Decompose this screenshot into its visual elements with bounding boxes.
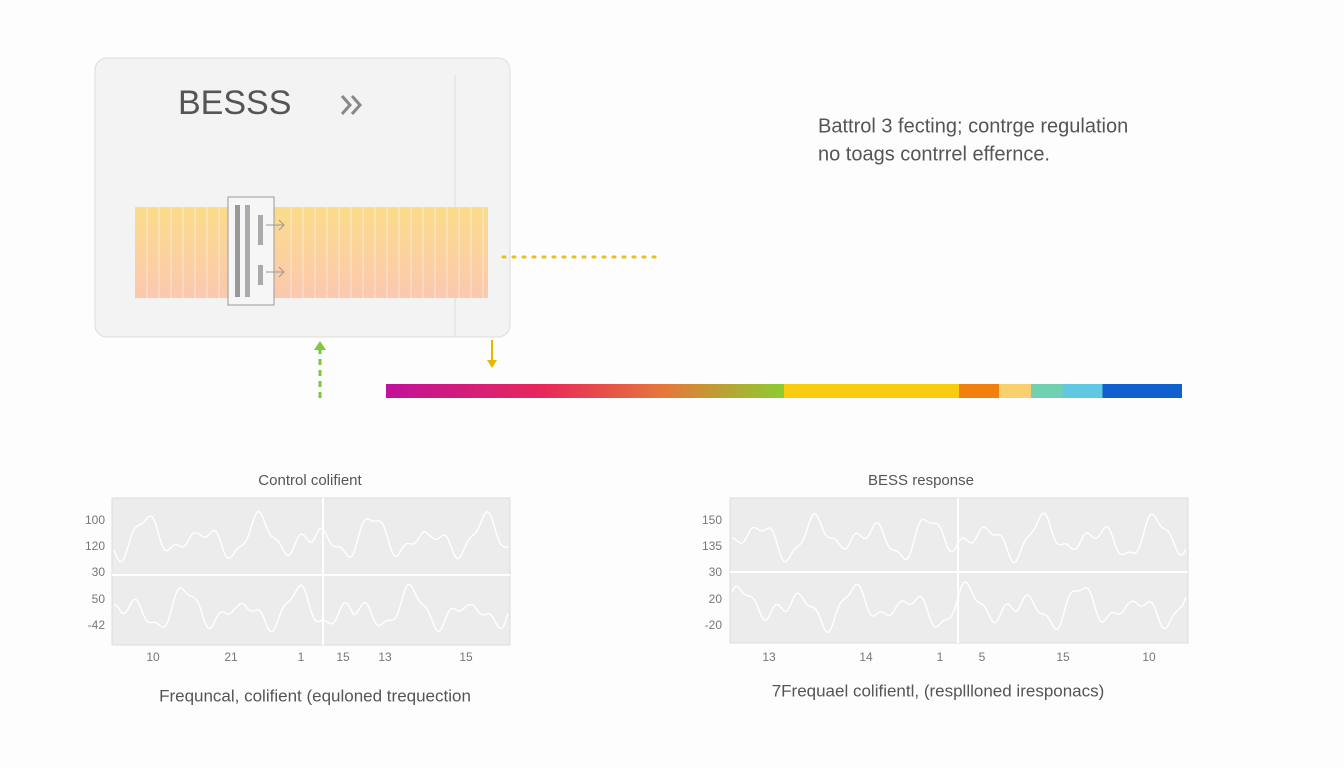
battery-strip (135, 207, 488, 298)
x-tick-label: 15 (1056, 650, 1070, 664)
x-tick-label: 15 (336, 650, 350, 664)
waveform (731, 581, 1187, 634)
chart-title: BESS response (868, 472, 974, 489)
waveform (731, 512, 1187, 564)
y-tick-label: 50 (92, 592, 106, 606)
color-bar (386, 384, 1182, 398)
x-tick-label: 21 (224, 650, 238, 664)
x-tick-label: 13 (762, 650, 776, 664)
note-line: Battrol 3 fecting; contrge regulation (818, 115, 1128, 137)
y-tick-label: 135 (702, 539, 722, 553)
converter-arrows (266, 219, 285, 278)
strip-lines (146, 207, 484, 298)
converter-bar (235, 205, 240, 297)
y-tick-label: 30 (709, 565, 723, 579)
panel-title: BESSS (178, 84, 291, 122)
x-tick-label: 1 (298, 650, 305, 664)
chart-caption: 7Frequael colifientl, (respllloned iresp… (772, 681, 1105, 700)
yellow-arrowhead (487, 360, 497, 368)
chevron-icon (340, 95, 363, 115)
x-tick-label: 14 (859, 650, 873, 664)
converter-bar (258, 265, 263, 285)
y-tick-label: -20 (705, 618, 723, 632)
x-tick-label: 13 (378, 650, 392, 664)
waveform (113, 510, 509, 563)
waveform (113, 583, 509, 633)
x-tick-label: 10 (1142, 650, 1156, 664)
y-tick-label: 150 (702, 513, 722, 527)
chart-frame (111, 497, 511, 646)
chart-title: Control colifient (258, 472, 362, 489)
y-tick-label: 120 (85, 539, 105, 553)
converter-bar (258, 215, 263, 245)
x-tick-label: 1 (937, 650, 944, 664)
x-tick-label: 5 (979, 650, 986, 664)
chart-caption: Frequncal, colifient (equloned trequecti… (159, 686, 471, 705)
x-tick-label: 15 (459, 650, 473, 664)
y-tick-label: 20 (709, 592, 723, 606)
y-tick-label: 100 (85, 513, 105, 527)
note-line: no toags contrrel effernce. (818, 143, 1050, 165)
converter-bar (245, 205, 250, 297)
y-tick-label: 30 (92, 565, 106, 579)
x-tick-label: 10 (146, 650, 160, 664)
y-tick-label: -42 (88, 618, 106, 632)
converter (227, 196, 275, 306)
green-arrowhead (314, 341, 326, 350)
